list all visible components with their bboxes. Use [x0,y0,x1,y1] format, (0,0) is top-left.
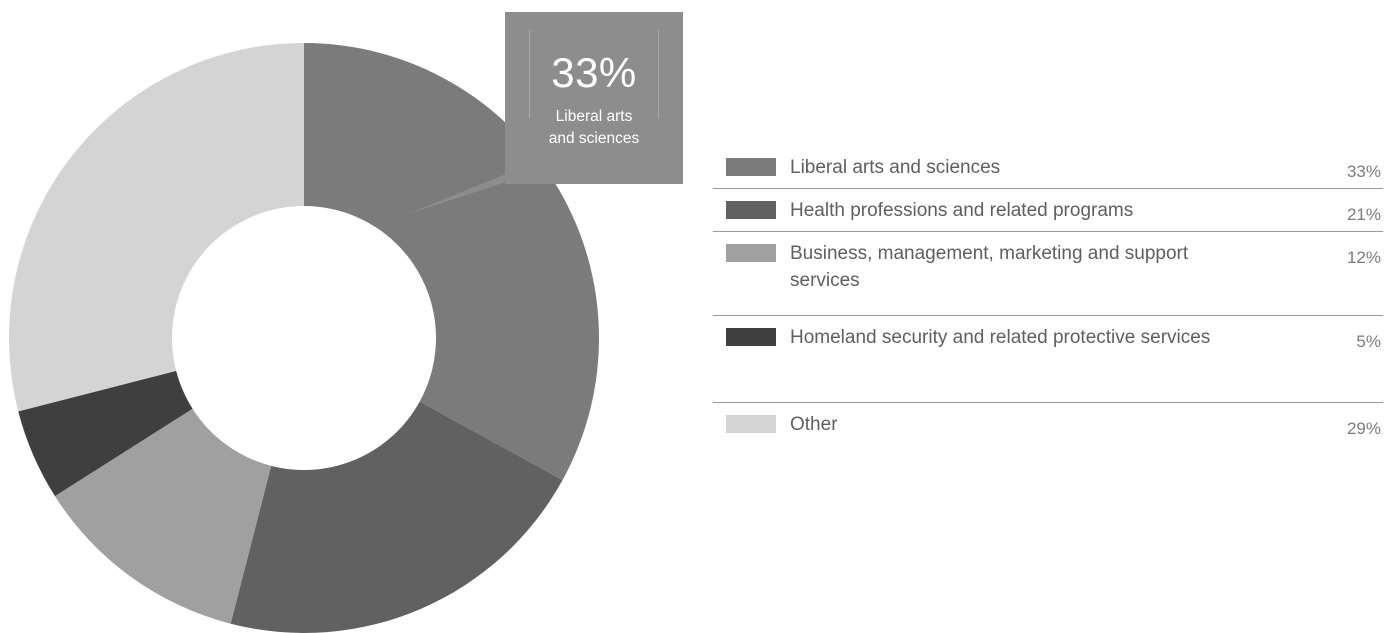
legend-swatch [726,415,776,433]
legend-item: Business, management, marketing and supp… [713,232,1383,316]
legend-label: Business, management, marketing and supp… [790,243,1189,291]
callout-box: 33% Liberal arts and sciences [505,12,683,184]
callout-label: Liberal arts and sciences [505,106,683,150]
legend-swatch [726,244,776,262]
legend-item: Homeland security and related protective… [713,316,1383,403]
callout-label-line2: and sciences [548,130,640,147]
slice-other [8,43,304,412]
slice-health-professions [230,401,563,633]
legend-value: 5% [1356,332,1381,351]
legend-label: Liberal arts and sciences [790,157,1001,178]
legend-item: Liberal arts and sciences 33% [713,146,1383,189]
callout-value: 33% [551,49,637,96]
legend-swatch [726,158,776,176]
slice-homeland-security [18,370,193,497]
legend-label: Homeland security and related protective… [790,327,1211,348]
legend-label: Health professions and related programs [790,200,1134,221]
legend-label: Other [790,414,838,435]
legend-item: Other 29% [713,403,1383,451]
legend-swatch [726,201,776,219]
callout-rule-left [529,30,530,118]
legend-item: Health professions and related programs … [713,189,1383,232]
legend-value: 12% [1346,248,1381,267]
legend-swatch [726,328,776,346]
legend-value: 21% [1346,205,1381,224]
callout-label-line1: Liberal arts [555,108,633,125]
legend-value: 33% [1346,162,1381,181]
legend: Liberal arts and sciences 33% Health pro… [713,146,1383,451]
legend-value: 29% [1346,419,1381,438]
slice-business [54,408,272,624]
callout-rule-right [658,30,659,118]
